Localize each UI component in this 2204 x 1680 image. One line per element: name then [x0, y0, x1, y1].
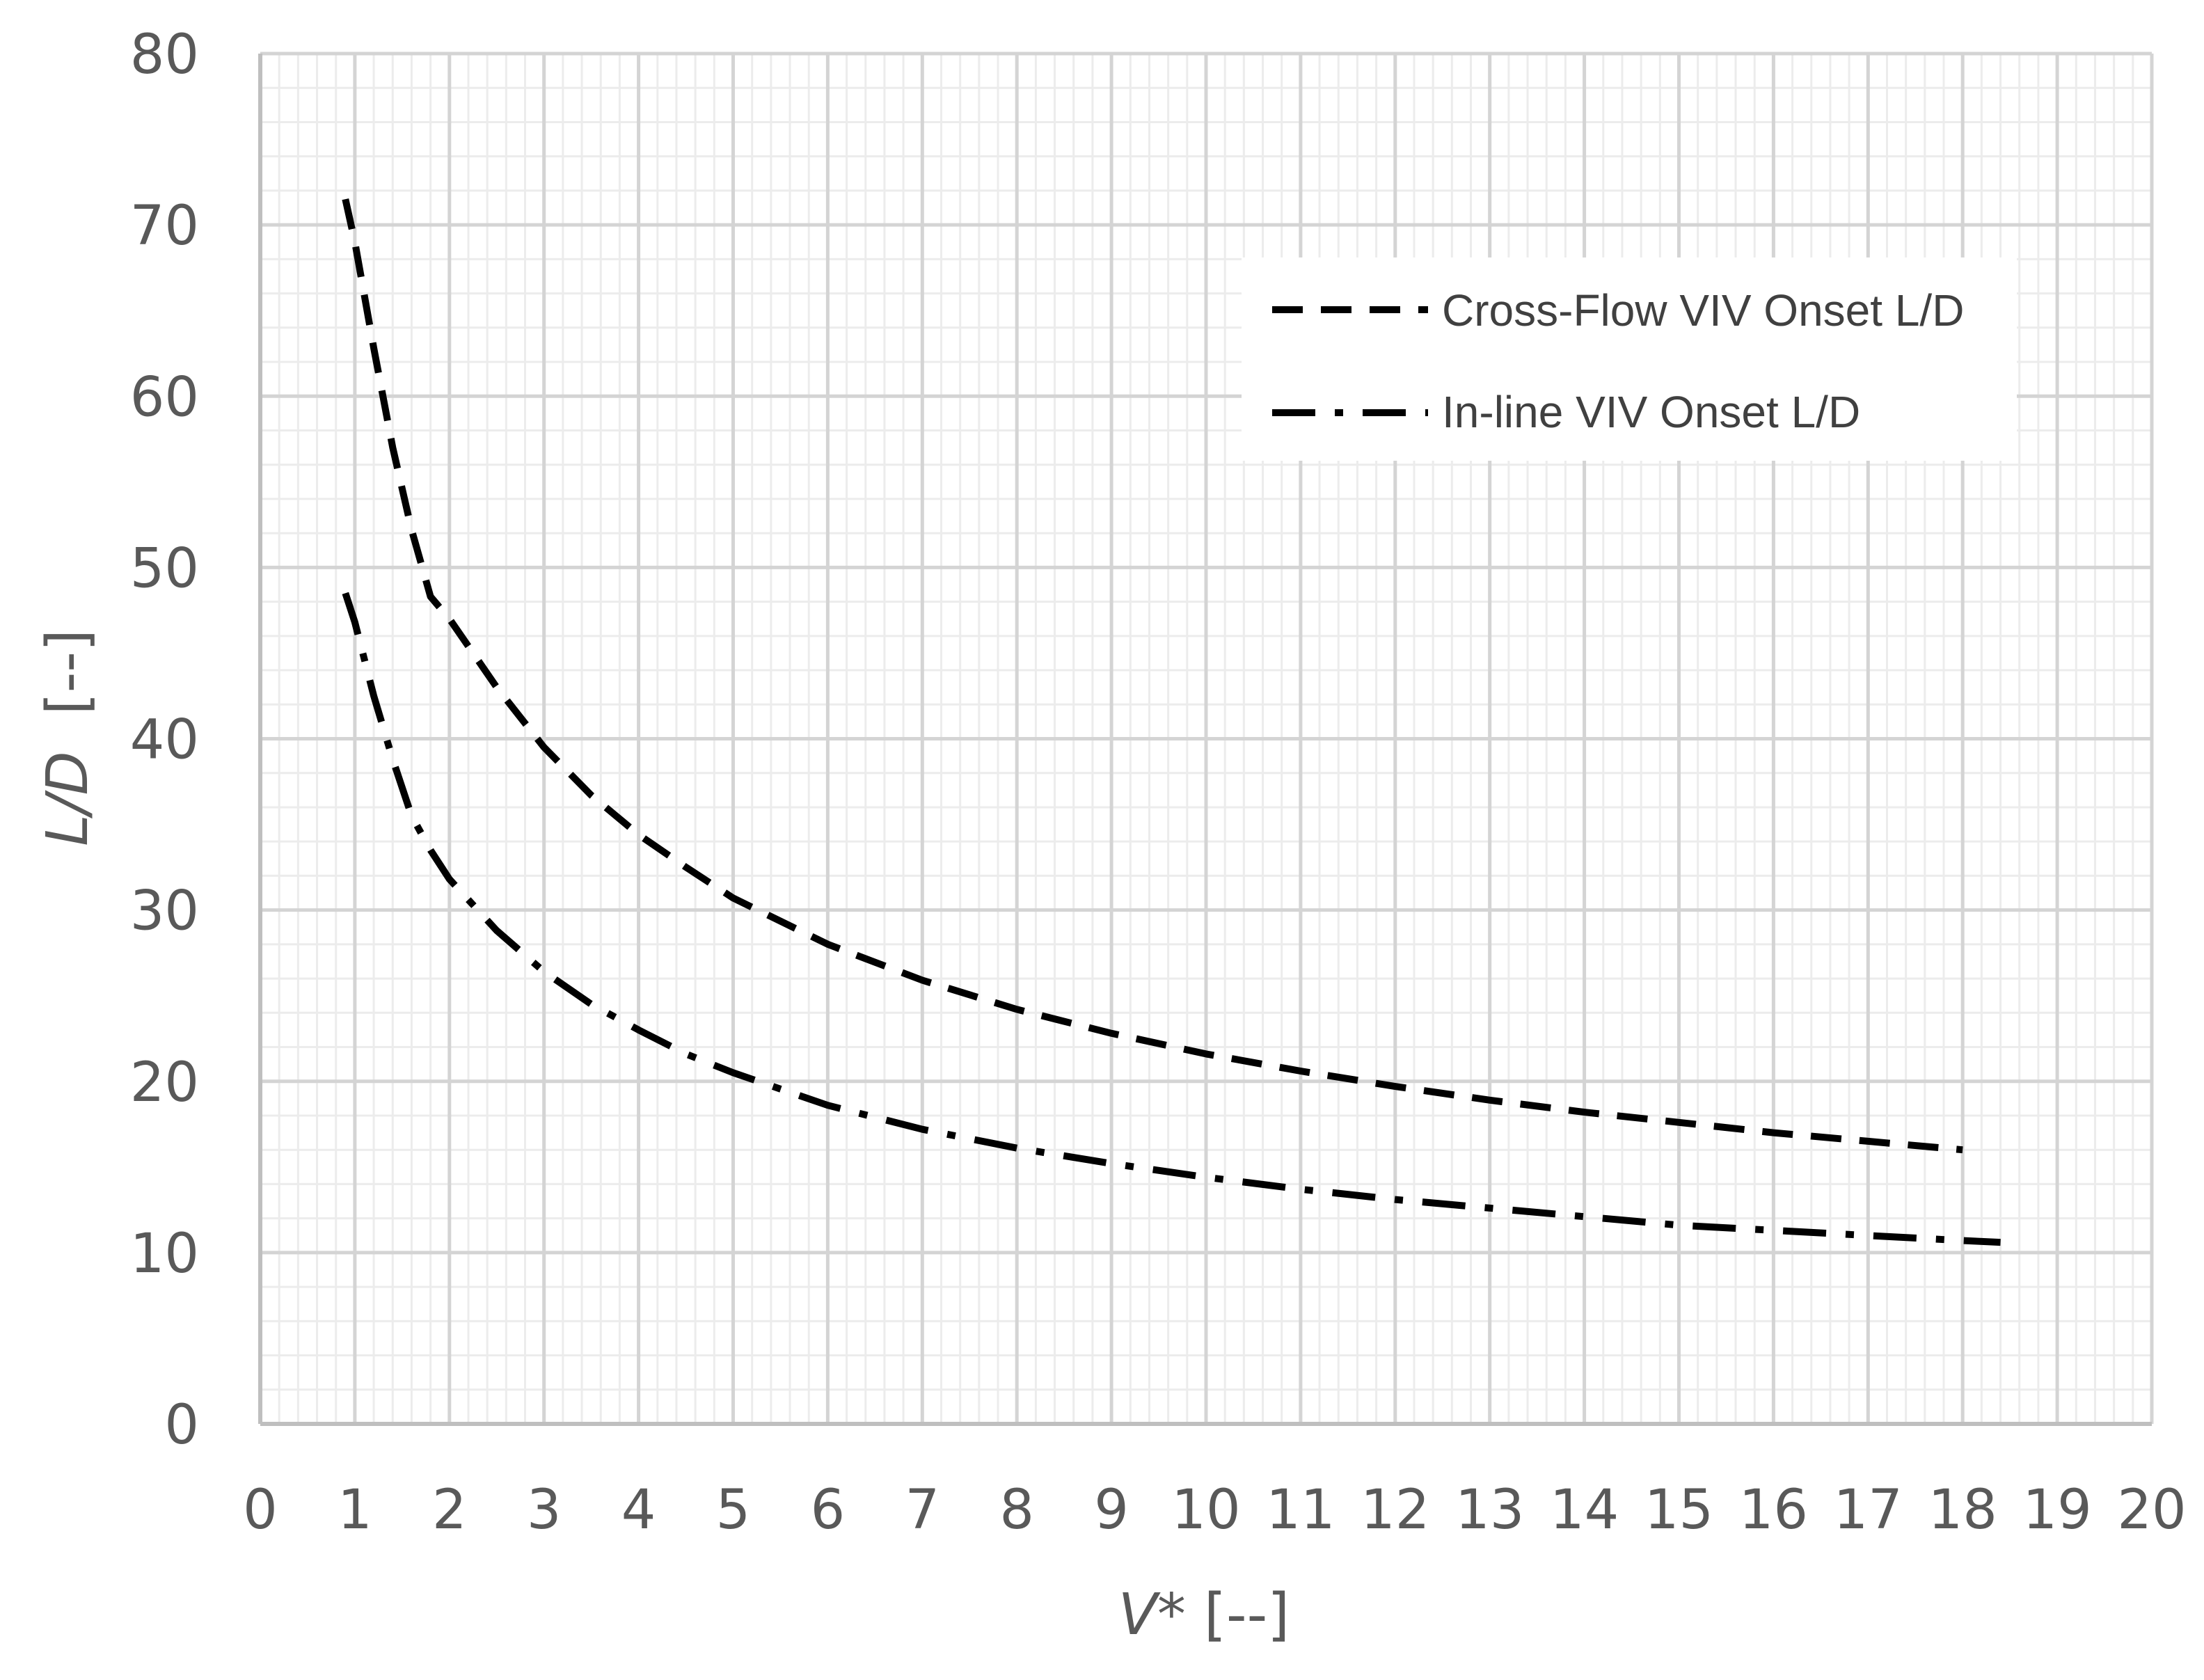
axes [258, 54, 2152, 1426]
x-tick-label: 2 [432, 1479, 467, 1542]
y-tick-label: 10 [130, 1223, 199, 1285]
x-axis-unit: [--] [1186, 1582, 1290, 1648]
series-layer [342, 198, 2001, 1246]
x-tick-label: 5 [716, 1479, 751, 1542]
x-tick-label: 17 [1834, 1479, 1903, 1542]
x-tick-label: 16 [1739, 1479, 1808, 1542]
x-tick-label: 15 [1644, 1479, 1713, 1542]
x-tick-label: 14 [1550, 1479, 1619, 1542]
x-tick-label: 19 [2022, 1479, 2091, 1542]
x-axis-variable: V* [1118, 1582, 1186, 1648]
y-tick-label: 30 [130, 880, 199, 943]
x-tick-label: 18 [1928, 1479, 1997, 1542]
x-tick-label: 4 [621, 1479, 656, 1542]
x-tick-label: 20 [2117, 1479, 2186, 1542]
legend-box [1242, 257, 2017, 461]
y-tick-label: 20 [130, 1052, 199, 1114]
y-tick-label: 60 [130, 366, 199, 429]
series-line-in-line [342, 592, 2001, 1246]
y-tick-label: 0 [164, 1394, 199, 1457]
x-tick-label: 9 [1094, 1479, 1129, 1542]
x-tick-label: 7 [905, 1479, 940, 1542]
y-axis-unit: [--] [35, 629, 101, 751]
x-tick-label: 3 [527, 1479, 562, 1542]
y-axis-label: L/D [--] [35, 629, 101, 846]
x-tick-label: 12 [1361, 1479, 1429, 1542]
x-tick-label: 6 [811, 1479, 846, 1542]
x-axis-label: V* [--] [1118, 1582, 1290, 1648]
x-tick-label: 8 [999, 1479, 1034, 1542]
y-tick-label: 50 [130, 537, 199, 600]
legend: Cross-Flow VIV Onset L/D In-line VIV Ons… [1242, 257, 2017, 461]
series-line-cross-flow [342, 198, 1963, 1154]
legend-label-in-line: In-line VIV Onset L/D [1442, 387, 1860, 437]
x-tick-label: 11 [1266, 1479, 1335, 1542]
x-tick-label: 1 [338, 1479, 372, 1542]
y-tick-label: 70 [130, 195, 199, 257]
x-tick-label: 13 [1455, 1479, 1524, 1542]
y-axis-variable: L/D [35, 751, 101, 846]
x-tick-label: 0 [243, 1479, 278, 1542]
x-tick-label: 10 [1171, 1479, 1240, 1542]
y-tick-label: 80 [130, 24, 199, 86]
legend-label-cross-flow: Cross-Flow VIV Onset L/D [1442, 285, 1964, 335]
tick-labels: 0 1 2 3 4 5 6 7 8 9 10 11 12 13 14 15 16 17 18 19 2001020304… [130, 24, 2187, 1542]
y-tick-label: 40 [130, 709, 199, 772]
